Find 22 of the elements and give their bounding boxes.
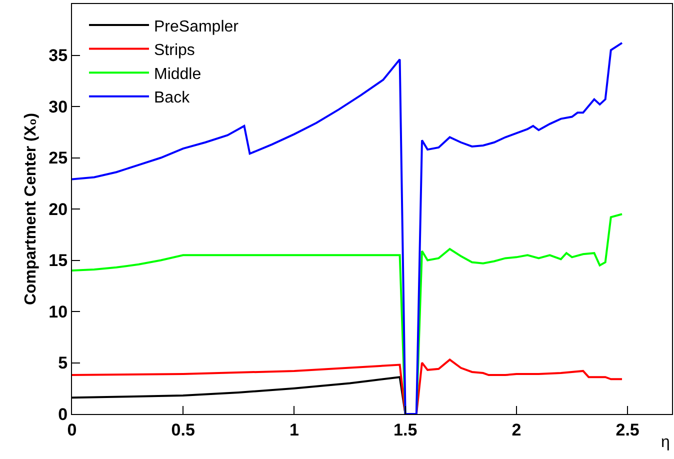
y-tick-label: 10 [48,302,68,322]
x-tick-label: 2.5 [616,420,640,440]
y-tick-label: 5 [58,354,68,373]
legend-label: PreSampler [154,18,240,36]
y-tick-label: 30 [48,97,68,116]
x-tick-label: 1.5 [394,420,418,440]
y-tick-label: 0 [58,404,68,424]
x-tick-label: 2 [512,420,522,440]
x-tick-label: 0.5 [171,420,195,440]
y-tick-label: 20 [48,200,68,219]
y-tick-label: 25 [48,148,68,168]
line-series [72,42,623,414]
legend-label: Middle [154,66,202,83]
x-axis-title: η [661,434,670,451]
y-tick-label: 35 [48,46,68,66]
legend-label: Back [154,90,191,107]
x-tick-label: 1 [289,420,299,440]
y-tick-label: 15 [48,251,68,270]
legend-label: Strips [154,42,195,60]
y-axis-title: Compartment Center (X₀) [22,112,40,306]
line-series [72,358,623,414]
line-series [72,213,623,414]
